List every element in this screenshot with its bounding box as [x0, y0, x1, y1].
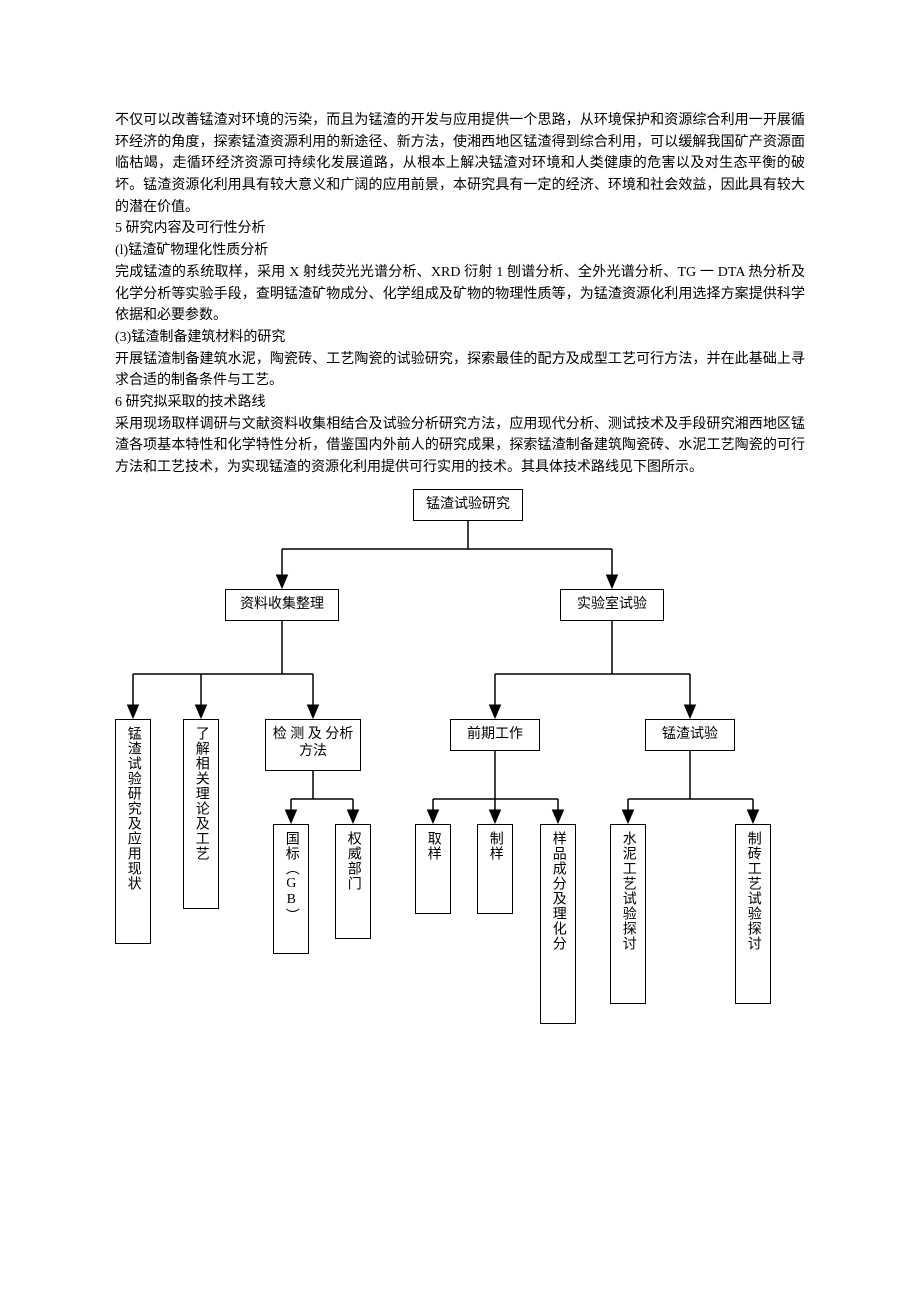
flowchart-node-l4e: 样品成分及理化分 [540, 824, 576, 1024]
item-3-body: 开展锰渣制备建筑水泥，陶瓷砖、工艺陶瓷的试验研究，探索最佳的配方及成型工艺可行方… [115, 349, 805, 392]
heading-6: 6 研究拟采取的技术路线 [115, 392, 805, 414]
item-1-body: 完成锰渣的系统取样，采用 X 射线荧光光谱分析、XRD 衍射 1 刨谱分析、全外… [115, 262, 805, 327]
flowchart-node-l4a: 国标︵GB︶ [273, 824, 309, 954]
flowchart-node-l3a: 锰渣试验研究及应用现状 [115, 719, 151, 944]
flowchart-node-l2b: 实验室试验 [560, 589, 664, 621]
flowchart-node-l4b: 权威部门 [335, 824, 371, 939]
technical-route-flowchart: 锰渣试验研究资料收集整理 实验室试验锰渣试验研究及应用现状了解相关理论及工艺 检 测… [115, 489, 805, 1109]
flowchart-node-l4g: 制砖工艺试验探讨 [735, 824, 771, 1004]
heading-5: 5 研究内容及可行性分析 [115, 218, 805, 240]
flowchart-node-l3b: 了解相关理论及工艺 [183, 719, 219, 909]
item-1-title: (l)锰渣矿物理化性质分析 [115, 240, 805, 262]
flowchart-node-l4d: 制样 [477, 824, 513, 914]
flowchart-node-l3c: 检 测 及 分析方法 [265, 719, 361, 771]
flowchart-node-l4c: 取样 [415, 824, 451, 914]
flowchart-node-root: 锰渣试验研究 [413, 489, 523, 521]
flowchart-node-l4f: 水泥工艺试验探讨 [610, 824, 646, 1004]
flowchart-node-l3d: 前期工作 [450, 719, 540, 751]
intro-paragraph: 不仅可以改善锰渣对环境的污染，而且为锰渣的开发与应用提供一个思路，从环境保护和资… [115, 110, 805, 218]
flowchart-node-l2a: 资料收集整理 [225, 589, 339, 621]
flowchart-node-l3e: 锰渣试验 [645, 719, 735, 751]
route-paragraph: 采用现场取样调研与文献资料收集相结合及试验分析研究方法，应用现代分析、测试技术及… [115, 414, 805, 479]
item-3-title: (3)锰渣制备建筑材料的研究 [115, 327, 805, 349]
